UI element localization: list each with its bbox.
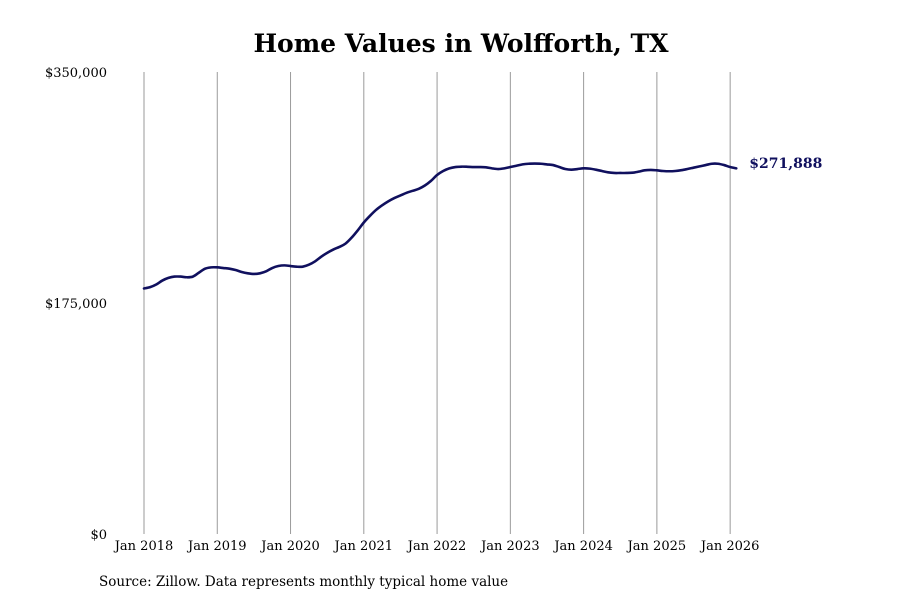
y-tick-label: $0 (90, 528, 107, 543)
x-tick-label: Jan 2021 (333, 539, 394, 554)
x-tick-label: Jan 2018 (113, 539, 174, 554)
x-tick-label: Jan 2023 (479, 539, 540, 554)
x-axis-tick-labels: Jan 2018 Jan 2019 Jan 2020 Jan 2021 Jan 2022… (113, 539, 760, 554)
x-tick-label: Jan 2019 (186, 539, 247, 554)
x-tick-label: Jan 2025 (626, 539, 687, 554)
source-note: Source: Zillow. Data represents monthly … (99, 574, 508, 590)
gridlines (143, 72, 731, 534)
y-axis-tick-labels: $0 $175,000 $350,000 (45, 66, 107, 543)
x-tick-label: Jan 2026 (699, 539, 760, 554)
x-tick-label: Jan 2024 (552, 539, 613, 554)
chart-title: Home Values in Wolfforth, TX (253, 29, 669, 58)
home-value-series-line (142, 162, 738, 290)
latest-value-label: $271,888 (749, 156, 822, 172)
x-tick-label: Jan 2020 (259, 539, 320, 554)
y-tick-label: $350,000 (45, 66, 107, 81)
y-tick-label: $175,000 (45, 297, 107, 312)
x-tick-label: Jan 2022 (406, 539, 467, 554)
